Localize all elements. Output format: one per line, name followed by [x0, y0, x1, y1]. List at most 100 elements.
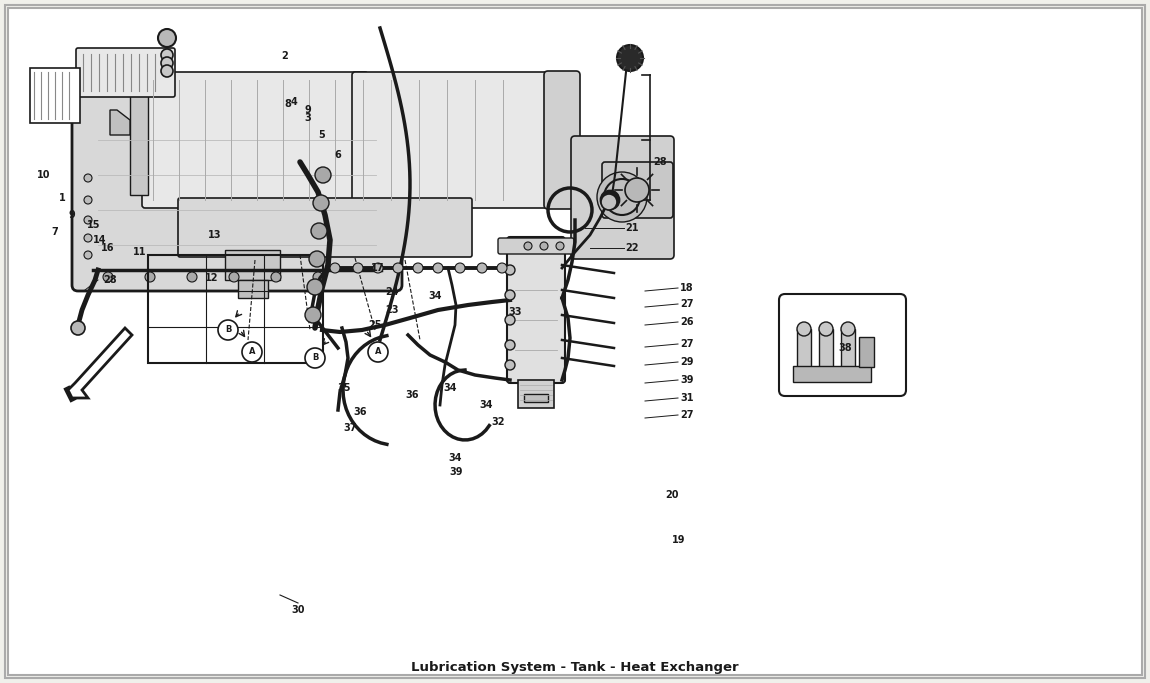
Text: 38: 38 — [838, 343, 852, 353]
Circle shape — [313, 272, 323, 282]
Text: 15: 15 — [87, 220, 101, 230]
Circle shape — [305, 307, 321, 323]
Text: 30: 30 — [291, 605, 305, 615]
Text: 34: 34 — [428, 291, 442, 301]
Circle shape — [84, 216, 92, 224]
Circle shape — [187, 272, 197, 282]
Circle shape — [505, 290, 515, 300]
Text: 34: 34 — [448, 453, 462, 463]
Circle shape — [161, 49, 172, 61]
Text: 27: 27 — [680, 410, 693, 420]
Text: 2: 2 — [282, 51, 289, 61]
FancyBboxPatch shape — [141, 72, 368, 208]
Circle shape — [373, 263, 383, 273]
Text: 27: 27 — [680, 339, 693, 349]
Circle shape — [505, 265, 515, 275]
Text: B: B — [224, 326, 231, 335]
Bar — [130, 85, 148, 195]
Circle shape — [305, 348, 325, 368]
Circle shape — [218, 320, 238, 340]
Text: 28: 28 — [653, 157, 667, 167]
Circle shape — [597, 172, 647, 222]
Text: 1: 1 — [59, 193, 66, 203]
Circle shape — [497, 263, 507, 273]
Circle shape — [624, 178, 649, 202]
Polygon shape — [68, 328, 132, 398]
Circle shape — [368, 342, 388, 362]
Bar — [819, 329, 833, 367]
FancyBboxPatch shape — [779, 294, 906, 396]
Circle shape — [271, 272, 281, 282]
Text: 31: 31 — [680, 393, 693, 403]
Text: 39: 39 — [680, 375, 693, 385]
Text: 3: 3 — [305, 113, 312, 123]
Text: 26: 26 — [680, 317, 693, 327]
Text: 34: 34 — [480, 400, 492, 410]
Circle shape — [104, 272, 113, 282]
Circle shape — [393, 263, 402, 273]
FancyBboxPatch shape — [72, 84, 402, 291]
Text: 39: 39 — [450, 467, 462, 477]
Bar — [797, 329, 811, 367]
Text: 16: 16 — [101, 243, 115, 253]
FancyBboxPatch shape — [507, 237, 565, 383]
Text: 29: 29 — [680, 357, 693, 367]
FancyBboxPatch shape — [352, 72, 553, 208]
Bar — [148, 255, 323, 363]
Circle shape — [505, 340, 515, 350]
Text: 5: 5 — [319, 130, 325, 140]
Bar — [859, 337, 874, 367]
Text: 21: 21 — [624, 223, 638, 233]
Text: 9: 9 — [305, 105, 312, 115]
Text: 17: 17 — [371, 263, 385, 273]
Text: 14: 14 — [93, 235, 107, 245]
Circle shape — [455, 263, 465, 273]
Circle shape — [229, 272, 239, 282]
Text: 36: 36 — [405, 390, 419, 400]
Text: 13: 13 — [208, 230, 222, 240]
Circle shape — [315, 167, 331, 183]
Circle shape — [71, 321, 85, 335]
Text: 37: 37 — [343, 423, 356, 433]
Text: 9: 9 — [69, 210, 76, 220]
Text: 34: 34 — [443, 383, 457, 393]
Text: 7: 7 — [52, 227, 59, 237]
Circle shape — [524, 242, 532, 250]
Bar — [238, 280, 268, 298]
Text: 8: 8 — [284, 99, 291, 109]
Text: 35: 35 — [337, 383, 351, 393]
Circle shape — [158, 29, 176, 47]
Text: 24: 24 — [385, 287, 399, 297]
Text: 22: 22 — [624, 243, 638, 253]
Circle shape — [505, 360, 515, 370]
Text: 4: 4 — [291, 97, 298, 107]
Circle shape — [330, 263, 340, 273]
Text: A: A — [375, 348, 382, 357]
Bar — [225, 250, 279, 280]
Text: 10: 10 — [37, 170, 51, 180]
FancyBboxPatch shape — [76, 48, 175, 97]
Circle shape — [618, 45, 643, 71]
Circle shape — [161, 57, 172, 69]
Bar — [524, 394, 549, 402]
FancyBboxPatch shape — [544, 71, 580, 209]
Bar — [30, 68, 81, 123]
Circle shape — [84, 251, 92, 259]
Circle shape — [601, 194, 618, 210]
Circle shape — [505, 315, 515, 325]
Circle shape — [413, 263, 423, 273]
Circle shape — [841, 322, 854, 336]
Text: 18: 18 — [680, 283, 693, 293]
Circle shape — [434, 263, 443, 273]
Circle shape — [145, 272, 155, 282]
Circle shape — [309, 251, 325, 267]
Circle shape — [353, 263, 363, 273]
Circle shape — [84, 196, 92, 204]
Circle shape — [555, 242, 563, 250]
Text: A: A — [248, 348, 255, 357]
Circle shape — [310, 223, 327, 239]
Circle shape — [819, 322, 833, 336]
Text: 33: 33 — [508, 307, 522, 317]
Text: 27: 27 — [680, 299, 693, 309]
Text: Lubrication System - Tank - Heat Exchanger: Lubrication System - Tank - Heat Exchang… — [412, 662, 738, 675]
